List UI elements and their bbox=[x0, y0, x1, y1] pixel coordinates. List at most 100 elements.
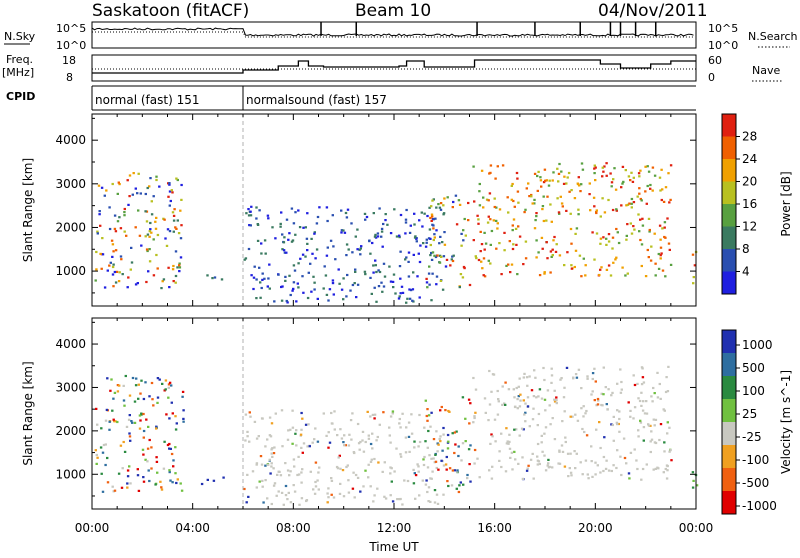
scatter-cell bbox=[435, 206, 438, 209]
x-tick-label: 04:00 bbox=[175, 521, 210, 535]
scatter-cell bbox=[586, 473, 589, 476]
scatter-cell bbox=[124, 374, 127, 378]
scatter-cell bbox=[595, 211, 598, 215]
scatter-cell bbox=[106, 456, 109, 460]
scatter-cell bbox=[369, 276, 372, 279]
scatter-cell bbox=[297, 455, 300, 458]
scatter-cell bbox=[138, 427, 142, 430]
scatter-cell bbox=[315, 222, 319, 225]
scatter-cell bbox=[477, 222, 480, 225]
scatter-cell bbox=[334, 258, 337, 261]
scatter-cell bbox=[569, 415, 572, 418]
scatter-cell bbox=[378, 207, 381, 210]
scatter-cell bbox=[307, 271, 310, 274]
freq-label-line1: Freq. bbox=[6, 53, 33, 66]
scatter-cell bbox=[313, 231, 316, 234]
scatter-cell bbox=[522, 263, 525, 266]
scatter-cell bbox=[482, 274, 485, 277]
scatter-cell bbox=[105, 408, 109, 411]
scatter-cell bbox=[487, 199, 490, 202]
scatter-cell bbox=[625, 234, 628, 237]
scatter-cell bbox=[340, 229, 344, 232]
scatter-cell bbox=[553, 400, 557, 403]
scatter-cell bbox=[547, 466, 551, 469]
scatter-cell bbox=[405, 256, 408, 259]
scatter-cell bbox=[351, 487, 355, 490]
scatter-cell bbox=[398, 234, 401, 237]
scatter-cell bbox=[611, 391, 614, 394]
scatter-cell bbox=[607, 388, 610, 391]
y-tick-label: 3000 bbox=[55, 380, 86, 394]
scatter-cell bbox=[418, 296, 421, 299]
scatter-cell bbox=[693, 264, 697, 267]
scatter-cell bbox=[412, 482, 416, 485]
scatter-cell bbox=[553, 438, 557, 441]
scatter-cell bbox=[128, 432, 131, 435]
scatter-cell bbox=[355, 296, 358, 299]
scatter-cell bbox=[437, 468, 440, 471]
scatter-cell bbox=[664, 467, 667, 471]
scatter-cell bbox=[495, 219, 498, 222]
scatter-cell bbox=[314, 461, 318, 464]
scatter-cell bbox=[95, 268, 98, 271]
scatter-cell bbox=[374, 259, 377, 262]
scatter-cell bbox=[399, 277, 402, 280]
scatter-cell bbox=[535, 239, 538, 242]
scatter-cell bbox=[691, 486, 695, 489]
scatter-cell bbox=[155, 460, 159, 463]
scatter-cell bbox=[281, 445, 284, 448]
scatter-cell bbox=[533, 172, 537, 175]
scatter-cell bbox=[612, 261, 615, 264]
scatter-cell bbox=[616, 449, 619, 452]
scatter-cell bbox=[369, 252, 372, 255]
scatter-cell bbox=[145, 280, 148, 284]
scatter-cell bbox=[95, 462, 98, 465]
scatter-cell bbox=[496, 413, 500, 416]
scatter-cell bbox=[487, 419, 490, 422]
scatter-cell bbox=[407, 260, 410, 263]
scatter-cell bbox=[650, 245, 653, 248]
scatter-cell bbox=[287, 429, 290, 432]
scatter-cell bbox=[627, 175, 631, 178]
scatter-cell bbox=[113, 420, 116, 423]
scatter-cell bbox=[488, 403, 492, 406]
scatter-cell bbox=[147, 270, 150, 273]
scatter-cell bbox=[511, 247, 515, 251]
scatter-cell bbox=[260, 417, 264, 420]
scatter-cell bbox=[343, 231, 347, 234]
scatter-cell bbox=[261, 278, 264, 281]
scatter-cell bbox=[604, 467, 608, 470]
scatter-cell bbox=[464, 440, 467, 443]
scatter-cell bbox=[292, 287, 295, 290]
scatter-cell bbox=[389, 232, 393, 235]
scatter-cell bbox=[535, 215, 538, 218]
scatter-cell bbox=[382, 411, 385, 414]
scatter-cell bbox=[258, 266, 261, 269]
scatter-cell bbox=[575, 376, 579, 379]
scatter-cell bbox=[430, 457, 433, 460]
scatter-cell bbox=[563, 175, 566, 178]
scatter-cell bbox=[301, 417, 304, 420]
scatter-cell bbox=[344, 444, 347, 447]
scatter-cell bbox=[270, 422, 274, 425]
scatter-cell bbox=[487, 259, 490, 262]
scatter-cell bbox=[638, 230, 641, 233]
scatter-cell bbox=[346, 208, 350, 211]
scatter-cell bbox=[271, 226, 274, 229]
scatter-cell bbox=[293, 465, 296, 468]
scatter-cell bbox=[592, 196, 596, 199]
scatter-cell bbox=[266, 438, 269, 441]
scatter-cell bbox=[491, 465, 494, 468]
scatter-cell bbox=[480, 243, 484, 246]
scatter-cell bbox=[512, 218, 516, 221]
scatter-cell bbox=[632, 417, 635, 420]
scatter-cell bbox=[458, 484, 461, 487]
scatter-cell bbox=[455, 430, 458, 433]
scatter-cell bbox=[113, 214, 117, 217]
scatter-cell bbox=[365, 215, 369, 219]
scatter-cell bbox=[123, 211, 126, 214]
scatter-cell bbox=[555, 399, 558, 402]
freq-label-line2: [MHz] bbox=[2, 66, 34, 79]
scatter-cell bbox=[533, 369, 536, 372]
scatter-cell bbox=[610, 423, 613, 426]
